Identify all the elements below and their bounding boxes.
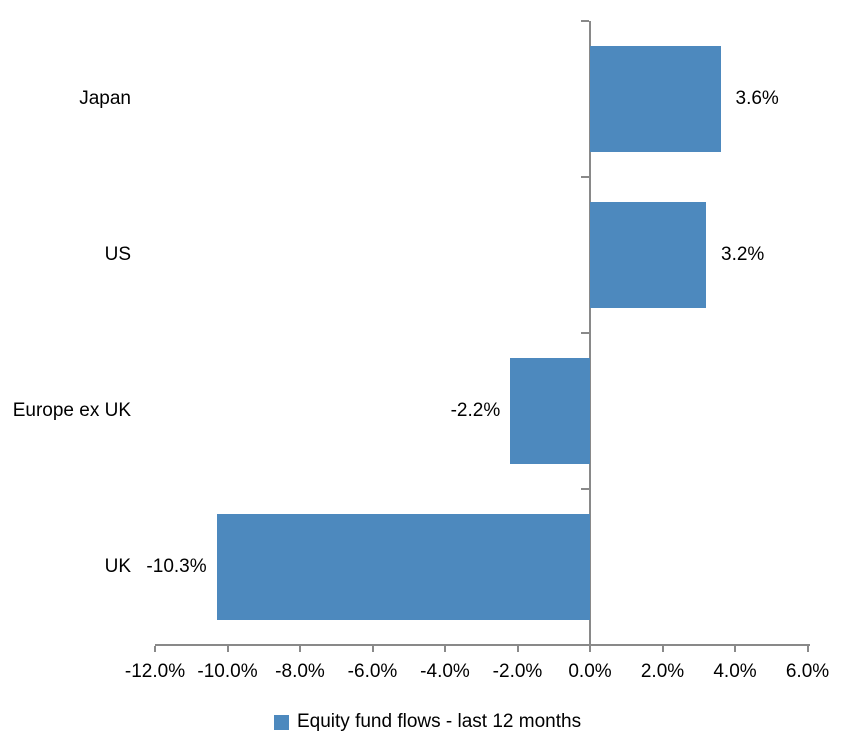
x-tick-label: -12.0% (124, 661, 186, 682)
legend-label: Equity fund flows - last 12 months (297, 711, 582, 732)
data-label-uk: -10.3% (146, 556, 207, 577)
bar-uk (216, 514, 590, 620)
y-tick-mark (581, 332, 589, 334)
category-label-uk: UK (104, 556, 131, 577)
category-label-japan: Japan (79, 88, 131, 109)
x-tick-label: 6.0% (785, 661, 830, 682)
y-tick-mark (581, 176, 589, 178)
x-axis-line (155, 644, 810, 646)
x-tick-mark (806, 646, 809, 652)
x-tick-label: -10.0% (197, 661, 258, 682)
x-tick-mark (661, 646, 664, 652)
x-tick-mark (371, 646, 374, 652)
y-tick-mark (581, 644, 589, 646)
y-tick-mark (581, 20, 589, 22)
data-label-europe-ex-uk: -2.2% (450, 400, 501, 421)
x-tick-label: -2.0% (492, 661, 543, 682)
x-tick-label: -8.0% (275, 661, 325, 682)
data-label-japan: 3.6% (735, 88, 779, 109)
x-tick-mark (444, 646, 446, 652)
y-tick-mark (581, 488, 589, 490)
x-tick-mark (226, 646, 229, 652)
x-tick-label: 4.0% (713, 661, 757, 682)
legend: Equity fund flows - last 12 months (274, 711, 581, 733)
x-tick-mark (734, 646, 736, 652)
x-tick-mark (299, 646, 301, 652)
x-tick-mark (589, 646, 591, 652)
category-label-europe-ex-uk: Europe ex UK (12, 400, 131, 421)
category-label-us: US (104, 244, 131, 265)
x-tick-label: 2.0% (640, 661, 685, 682)
data-label-us: 3.2% (721, 244, 765, 265)
x-tick-mark (154, 646, 156, 652)
x-tick-label: 0.0% (568, 661, 612, 682)
x-tick-mark (516, 646, 519, 652)
legend-swatch-icon (274, 714, 289, 730)
x-tick-label: -6.0% (347, 661, 398, 682)
x-tick-label: -4.0% (420, 661, 470, 682)
bar-us (590, 202, 706, 308)
zero-axis-line (589, 21, 591, 652)
bar-europe-ex-uk (510, 358, 590, 464)
bar-japan (590, 46, 721, 152)
